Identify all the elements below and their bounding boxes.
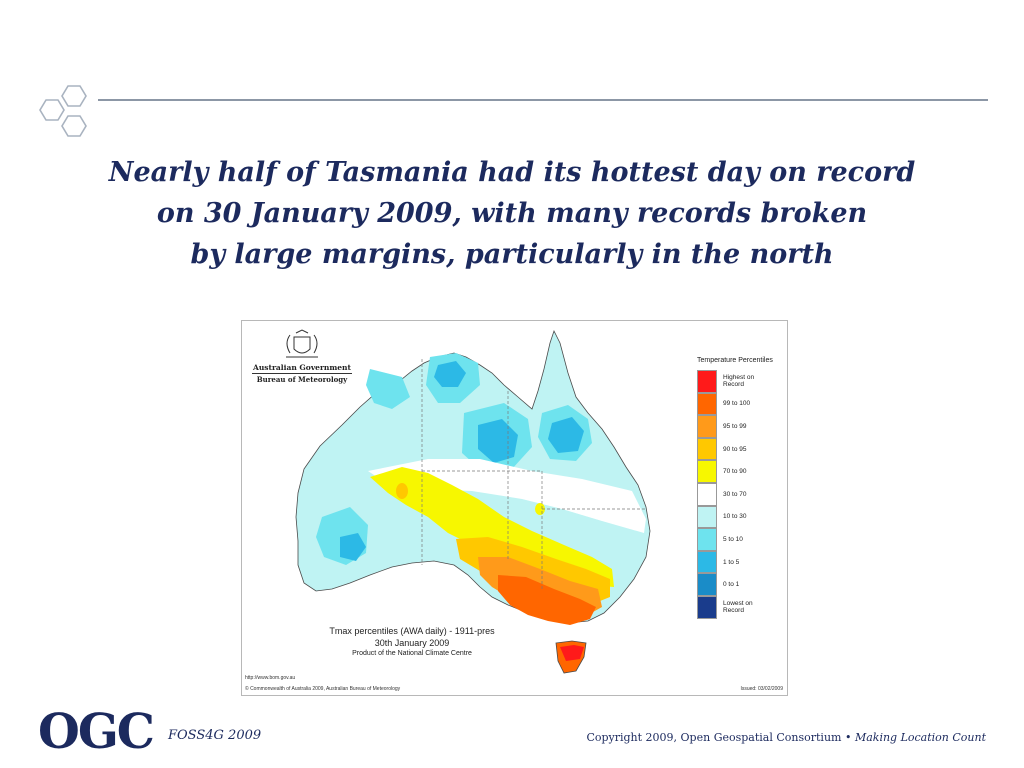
legend-item: 90 to 95 (697, 437, 785, 461)
legend-item: 5 to 10 (697, 528, 785, 551)
legend-swatch (697, 595, 717, 619)
map-copyright: © Commonwealth of Australia 2009, Austra… (245, 686, 401, 692)
legend-item: 30 to 70 (697, 482, 785, 506)
legend-label: 1 to 5 (723, 558, 740, 566)
legend-label: 90 to 95 (723, 445, 747, 453)
legend-swatch (697, 437, 717, 461)
caption-source: Product of the National Climate Centre (352, 650, 472, 657)
legend-item: 95 to 99 (697, 415, 785, 438)
legend-label: 70 to 90 (723, 468, 747, 476)
legend-label: Lowest on Record (723, 600, 753, 615)
header-rule (98, 99, 988, 101)
agency-government: Australian Government (252, 363, 352, 374)
australia-map (295, 329, 651, 674)
legend-swatch (697, 415, 717, 438)
legend-swatch (697, 392, 717, 416)
ogc-logo: OGC (38, 704, 155, 760)
caption-product: Tmax percentiles (AWA daily) - 1911-pres (329, 626, 495, 636)
legend-label: 10 to 30 (723, 513, 747, 521)
legend-item: 99 to 100 (697, 392, 785, 416)
title-line-2: on 30 January 2009, with many records br… (156, 198, 868, 229)
legend-swatch (697, 550, 717, 574)
coat-of-arms-icon (286, 329, 318, 358)
slide-title: Nearly half of Tasmania had its hottest … (60, 152, 964, 275)
legend-label: 5 to 10 (723, 535, 743, 543)
legend-label: 99 to 100 (723, 400, 751, 408)
legend-swatch (697, 482, 717, 506)
map-issued-date: Issued: 03/02/2009 (740, 686, 783, 692)
legend-item: 70 to 90 (697, 460, 785, 483)
title-line-3: by large margins, particularly in the no… (190, 239, 834, 270)
legend-swatch (697, 505, 717, 529)
legend-swatch (697, 573, 717, 596)
legend-label: 30 to 70 (723, 490, 747, 498)
legend-swatch (697, 528, 717, 551)
map-legend: Temperature Percentiles Highest on Recor… (697, 357, 785, 619)
map-caption: Tmax percentiles (AWA daily) - 1911-pres… (312, 626, 512, 657)
legend-swatch (697, 370, 717, 393)
legend-item: Lowest on Record (697, 595, 785, 619)
legend-item: 10 to 30 (697, 505, 785, 529)
legend-label: 95 to 99 (723, 422, 747, 430)
caption-date: 30th January 2009 (374, 638, 450, 648)
legend-item: 0 to 1 (697, 573, 785, 596)
footer-copyright-text: Copyright 2009, Open Geospatial Consorti… (586, 731, 852, 744)
map-url: http://www.bom.gov.au (245, 675, 296, 681)
legend-label: Highest on Record (723, 374, 755, 389)
legend-item: Highest on Record (697, 370, 785, 393)
legend-title: Temperature Percentiles (697, 357, 773, 364)
footer-copyright: Copyright 2009, Open Geospatial Consorti… (586, 731, 986, 744)
legend-item: 1 to 5 (697, 550, 785, 574)
legend-label: 0 to 1 (723, 581, 740, 589)
temperature-percentile-map: Australian Government Bureau of Meteorol… (241, 320, 788, 696)
agency-bureau: Bureau of Meteorology (256, 375, 348, 384)
title-line-1: Nearly half of Tasmania had its hottest … (108, 157, 916, 188)
event-label: FOSS4G 2009 (168, 728, 262, 743)
hexagon-cluster-icon (39, 85, 87, 137)
footer-tagline: Making Location Count (854, 731, 986, 744)
legend-swatch (697, 460, 717, 483)
agency-block: Australian Government Bureau of Meteorol… (252, 329, 352, 384)
